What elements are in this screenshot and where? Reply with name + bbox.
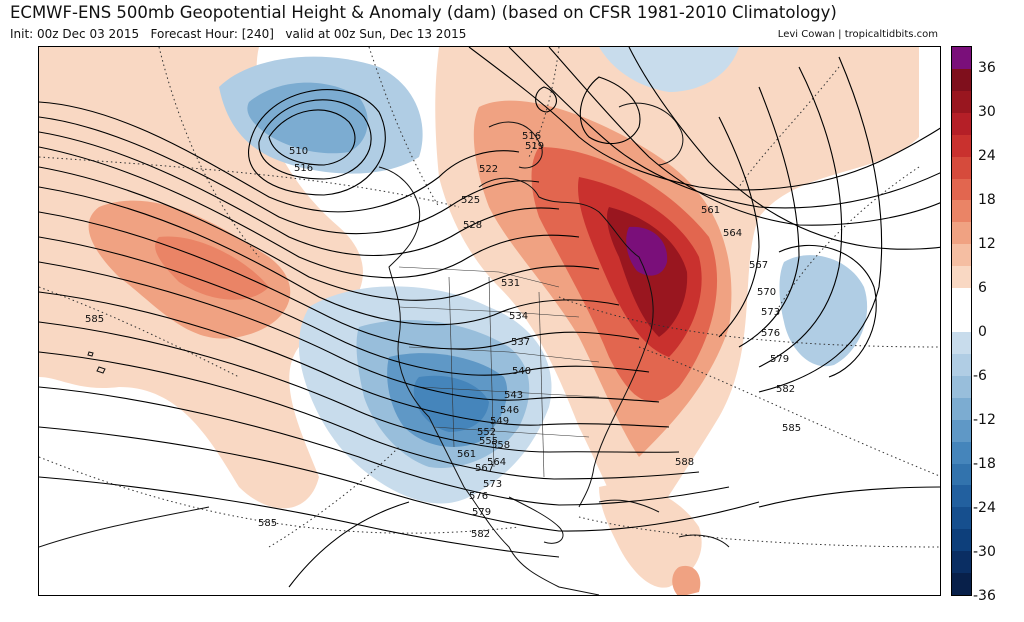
contour-label: 585 bbox=[782, 423, 801, 434]
contour-label: 570 bbox=[757, 287, 776, 298]
colorbar-swatch bbox=[952, 222, 971, 245]
colorbar-tick-label: -18 bbox=[973, 456, 996, 472]
contour-label: 564 bbox=[723, 228, 742, 239]
colorbar-swatch bbox=[952, 244, 971, 267]
contour-label: 528 bbox=[463, 220, 482, 231]
contour-label: 510 bbox=[289, 146, 308, 157]
contour-label: 573 bbox=[483, 479, 502, 490]
contour-label: 537 bbox=[511, 337, 530, 348]
colorbar-tick-label: -36 bbox=[973, 588, 996, 604]
contour-label: 540 bbox=[512, 366, 531, 377]
contour-label: 579 bbox=[472, 507, 491, 518]
colorbar-swatch bbox=[952, 90, 971, 113]
colorbar-tick-label: -6 bbox=[973, 368, 987, 384]
state-borders bbox=[398, 266, 600, 478]
contour-label: 543 bbox=[504, 390, 523, 401]
colorbar-ticks: 36 30 24 18 12 6 0 -6 -12 -18 -24 -30 -36 bbox=[973, 46, 1024, 603]
chart-title: ECMWF-ENS 500mb Geopotential Height & An… bbox=[10, 3, 837, 22]
contour-label: 564 bbox=[487, 457, 506, 468]
colorbar-swatch bbox=[952, 310, 971, 332]
contour-label: 558 bbox=[491, 440, 510, 451]
contour-label: 561 bbox=[457, 449, 476, 460]
init-time: Init: 00z Dec 03 2015 bbox=[10, 27, 140, 41]
contour-label: 582 bbox=[471, 529, 490, 540]
contour-label: 561 bbox=[701, 205, 720, 216]
colorbar-swatch bbox=[952, 288, 971, 311]
colorbar-tick-label: -30 bbox=[973, 544, 996, 560]
map-canvas: 510 516 516 519 522 525 528 531 534 537 … bbox=[39, 47, 940, 595]
colorbar bbox=[951, 46, 972, 596]
contour-label: 534 bbox=[509, 311, 528, 322]
colorbar-swatch bbox=[952, 178, 971, 201]
contour-label: 516 bbox=[522, 131, 541, 142]
contour-label: 585 bbox=[258, 518, 277, 529]
colorbar-swatch bbox=[952, 551, 971, 574]
run-info: Init: 00z Dec 03 2015 Forecast Hour: [24… bbox=[10, 27, 466, 41]
contour-label: 552 bbox=[477, 427, 496, 438]
colorbar-swatch bbox=[952, 573, 971, 595]
coastlines bbox=[39, 102, 730, 595]
contour-label: 546 bbox=[500, 405, 519, 416]
colorbar-tick-label: 6 bbox=[978, 280, 987, 296]
contour-label: 525 bbox=[461, 195, 480, 206]
colorbar-swatch bbox=[952, 112, 971, 135]
colorbar-tick-label: 12 bbox=[978, 236, 996, 252]
colorbar-swatch bbox=[952, 419, 971, 442]
contour-label: 555 bbox=[479, 436, 498, 447]
colorbar-swatch bbox=[952, 134, 971, 157]
valid-time: valid at 00z Sun, Dec 13 2015 bbox=[285, 27, 467, 41]
colorbar-tick-label: 24 bbox=[978, 148, 996, 164]
colorbar-tick-label: 18 bbox=[978, 192, 996, 208]
colorbar-swatch bbox=[952, 485, 971, 508]
contour-label: 576 bbox=[469, 491, 488, 502]
colorbar-tick-label: 30 bbox=[978, 104, 996, 120]
colorbar-tick-label: 36 bbox=[978, 60, 996, 76]
contour-label: 522 bbox=[479, 164, 498, 175]
colorbar-swatch bbox=[952, 68, 971, 91]
contour-label: 588 bbox=[675, 457, 694, 468]
contour-label: 573 bbox=[761, 307, 780, 318]
forecast-hour: Forecast Hour: [240] bbox=[150, 27, 274, 41]
contour-label: 576 bbox=[761, 328, 780, 339]
contour-label: 531 bbox=[501, 278, 520, 289]
height-contours bbox=[39, 47, 940, 588]
contour-label: 516 bbox=[294, 163, 313, 174]
colorbar-tick-label: -24 bbox=[973, 500, 996, 516]
colorbar-swatch bbox=[952, 266, 971, 289]
contour-label: 567 bbox=[475, 463, 494, 474]
colorbar-swatch bbox=[952, 353, 971, 376]
colorbar-swatch bbox=[952, 529, 971, 552]
colorbar-tick-label: 0 bbox=[978, 324, 987, 340]
contour-label: 579 bbox=[770, 354, 789, 365]
colorbar-swatch bbox=[952, 463, 971, 486]
contour-label: 519 bbox=[525, 141, 544, 152]
colorbar-swatch bbox=[952, 397, 971, 420]
colorbar-swatch bbox=[952, 47, 971, 69]
contour-label: 549 bbox=[490, 416, 509, 427]
contour-label: 582 bbox=[776, 384, 795, 395]
colorbar-tick-label: -12 bbox=[973, 412, 996, 428]
contour-labels: 510 516 516 519 522 525 528 531 534 537 … bbox=[85, 131, 801, 540]
colorbar-swatch bbox=[952, 200, 971, 223]
credit: Levi Cowan | tropicaltidbits.com bbox=[777, 29, 938, 40]
colorbar-swatch bbox=[952, 331, 971, 354]
contour-label: 567 bbox=[749, 260, 768, 271]
map-panel: 510 516 516 519 522 525 528 531 534 537 … bbox=[38, 46, 941, 596]
colorbar-swatch bbox=[952, 156, 971, 179]
graticule bbox=[39, 47, 940, 548]
contour-label: 585 bbox=[85, 314, 104, 325]
colorbar-swatch bbox=[952, 375, 971, 398]
colorbar-swatch bbox=[952, 507, 971, 530]
colorbar-swatch bbox=[952, 441, 971, 464]
